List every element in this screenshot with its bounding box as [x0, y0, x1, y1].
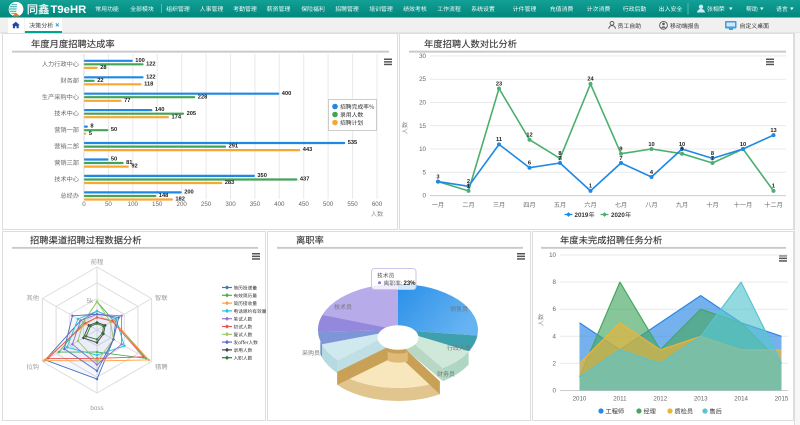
svg-text:4: 4: [650, 170, 654, 176]
svg-text:118: 118: [144, 82, 153, 88]
svg-text:6: 6: [553, 306, 557, 313]
svg-text:1: 1: [589, 184, 592, 190]
svg-text:283: 283: [225, 180, 235, 186]
svg-text:10: 10: [419, 146, 426, 153]
svg-text:174: 174: [172, 114, 182, 120]
svg-text:9: 9: [619, 147, 622, 153]
svg-text:122: 122: [146, 62, 156, 68]
svg-text:50: 50: [111, 127, 117, 133]
svg-text:15: 15: [419, 123, 426, 130]
svg-text:30: 30: [419, 53, 426, 60]
svg-text:2: 2: [553, 360, 557, 367]
svg-text:450: 450: [299, 201, 310, 208]
svg-text:350: 350: [250, 201, 261, 208]
svg-text:350: 350: [257, 173, 267, 179]
svg-text:100: 100: [128, 201, 139, 208]
svg-text:92: 92: [131, 164, 137, 170]
svg-text:228: 228: [198, 94, 208, 100]
svg-text:25: 25: [419, 76, 426, 83]
svg-text:8: 8: [711, 151, 714, 157]
svg-text:81: 81: [126, 160, 132, 166]
svg-text:20: 20: [419, 100, 426, 107]
svg-text:500: 500: [323, 201, 334, 208]
svg-text:148: 148: [159, 193, 169, 199]
svg-text:291: 291: [229, 144, 239, 150]
svg-text:2014: 2014: [734, 396, 748, 403]
svg-text:400: 400: [282, 91, 292, 97]
svg-text:50: 50: [105, 201, 112, 208]
svg-text:13: 13: [770, 128, 776, 134]
svg-text:400: 400: [274, 201, 285, 208]
svg-text:1: 1: [467, 184, 470, 190]
svg-text:8: 8: [90, 124, 93, 130]
svg-text:535: 535: [348, 140, 358, 146]
svg-text:1: 1: [772, 184, 775, 190]
svg-text:5: 5: [423, 169, 427, 176]
svg-text:10: 10: [740, 142, 746, 148]
svg-text:100: 100: [135, 58, 145, 64]
svg-text:23%: 23%: [404, 281, 417, 287]
svg-text:5k: 5k: [87, 299, 94, 305]
svg-text:9: 9: [680, 147, 683, 153]
svg-text:24: 24: [587, 77, 594, 83]
svg-text:6: 6: [528, 161, 531, 167]
svg-text:200: 200: [177, 201, 188, 208]
svg-text:250: 250: [201, 201, 212, 208]
svg-text:22: 22: [97, 78, 103, 84]
svg-text:2020: 2020: [611, 212, 625, 219]
svg-text:182: 182: [175, 197, 185, 203]
svg-text:2013: 2013: [694, 396, 708, 403]
svg-text:0: 0: [423, 193, 427, 200]
svg-text:8: 8: [553, 279, 557, 286]
svg-text:3: 3: [436, 174, 439, 180]
svg-text:5: 5: [89, 131, 92, 137]
svg-text:122: 122: [146, 74, 156, 80]
svg-text:12: 12: [526, 133, 532, 139]
svg-text:7: 7: [558, 156, 561, 162]
svg-text:4: 4: [553, 333, 557, 340]
svg-text:T9eHR: T9eHR: [51, 4, 87, 16]
svg-text:443: 443: [303, 147, 313, 153]
svg-text:205: 205: [187, 111, 197, 117]
svg-text:150: 150: [152, 201, 163, 208]
svg-text:7: 7: [619, 156, 622, 162]
svg-text:200: 200: [184, 190, 194, 196]
svg-text:550: 550: [347, 201, 358, 208]
svg-text:10: 10: [549, 252, 556, 259]
svg-text:2012: 2012: [653, 396, 667, 403]
svg-text:10: 10: [648, 142, 654, 148]
svg-text:600: 600: [372, 201, 383, 208]
svg-text:50: 50: [111, 157, 117, 163]
svg-text:boss: boss: [90, 405, 103, 412]
svg-text:2010: 2010: [573, 396, 587, 403]
svg-text:0: 0: [82, 201, 86, 208]
svg-text:7: 7: [711, 156, 714, 162]
svg-text:2015: 2015: [775, 396, 789, 403]
svg-text:28: 28: [100, 65, 106, 71]
svg-text:10: 10: [679, 142, 685, 148]
svg-text:23: 23: [496, 81, 502, 87]
svg-text:11: 11: [496, 137, 502, 143]
svg-text:437: 437: [300, 177, 310, 183]
svg-text:2011: 2011: [613, 396, 627, 403]
svg-text:0: 0: [553, 388, 557, 395]
svg-text:2019: 2019: [575, 212, 589, 219]
svg-text:8: 8: [558, 151, 561, 157]
svg-text:140: 140: [155, 107, 165, 113]
svg-text:77: 77: [124, 98, 130, 104]
svg-text:2: 2: [467, 179, 470, 185]
svg-text:300: 300: [225, 201, 236, 208]
